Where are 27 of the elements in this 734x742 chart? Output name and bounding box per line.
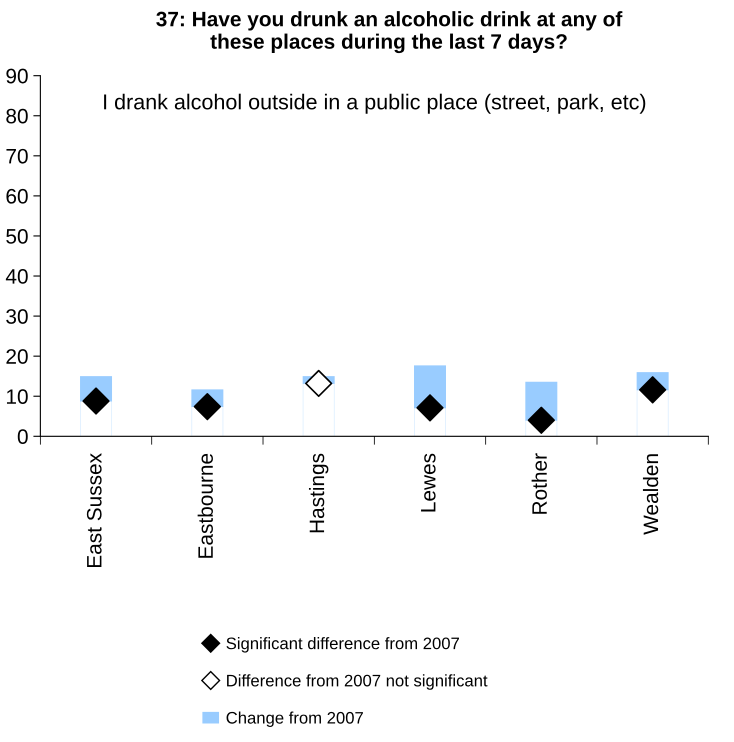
point <box>305 370 332 398</box>
y-tick-label: 40 <box>6 269 28 284</box>
x-tick-label: Rother <box>532 453 547 514</box>
point <box>528 406 555 434</box>
point <box>639 376 666 404</box>
legend-label: Significant difference from 2007 <box>226 637 459 653</box>
legend-label: Change from 2007 <box>226 711 363 727</box>
y-tick-label: 20 <box>6 349 28 364</box>
y-tick-label: 70 <box>6 148 28 164</box>
x-tick-label: Hastings <box>308 454 328 532</box>
x-tick-label: East Sussex <box>86 453 102 568</box>
chart-title: 37: Have you drunk an alcoholic drink at any of these places during the last 7 days? <box>156 11 622 54</box>
y-tick-label: 50 <box>6 228 28 244</box>
y-tick-label: 30 <box>6 309 28 324</box>
point <box>416 394 444 422</box>
legend-label: Difference from 2007 not significant <box>227 674 488 690</box>
text: I drank alcohol outside in a public place (street, park, etc) <box>104 94 646 114</box>
y-tick-label: 90 <box>6 68 28 84</box>
point <box>82 387 110 415</box>
point <box>194 393 221 420</box>
x-tick-label: Wealden <box>642 454 658 535</box>
y-tick-label: 0 <box>18 429 28 444</box>
y-tick-label: 60 <box>6 188 28 204</box>
x-tick-label: Eastbourne <box>198 454 213 558</box>
y-tick-label: 80 <box>6 108 28 124</box>
y-tick-label: 10 <box>6 389 28 404</box>
x-tick-label: Lewes <box>421 454 436 512</box>
